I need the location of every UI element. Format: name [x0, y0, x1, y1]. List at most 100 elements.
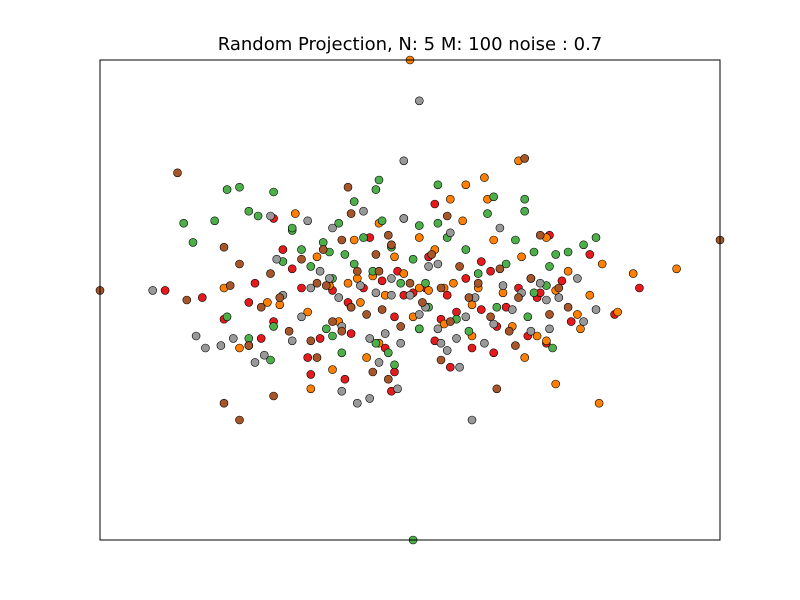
scatter-point-s2-p41 — [287, 223, 297, 233]
scatter-point-s3-p38 — [554, 293, 564, 302]
scatter-point-s2-p56 — [520, 194, 530, 204]
scatter-point-s3-p18 — [371, 288, 381, 298]
scatter-point-s3-p44 — [365, 394, 375, 403]
scatter-point-s4-p45 — [368, 367, 378, 377]
scatter-point-s2-p42 — [269, 322, 278, 331]
scatter-point-s4-p1 — [173, 168, 182, 178]
scatter-point-s4-p11 — [297, 254, 306, 264]
scatter-point-s0-p4 — [250, 278, 260, 288]
scatter-point-s2-p23 — [414, 221, 424, 230]
scatter-point-s2-p51 — [390, 360, 399, 370]
scatter-point-s4-p55 — [312, 353, 322, 362]
scatter-point-s1-p49 — [594, 398, 604, 408]
scatter-point-s4-p32 — [486, 312, 495, 322]
scatter-point-s0-p17 — [390, 312, 399, 322]
scatter-point-s4-p39 — [554, 283, 564, 293]
scatter-point-s1-p42 — [480, 173, 489, 182]
scatter-point-s4-p27 — [436, 283, 446, 293]
scatter-point-s1-p12 — [399, 269, 409, 278]
scatter-point-s2-p29 — [473, 269, 483, 278]
scatter-point-s3-p58 — [436, 338, 446, 348]
scatter-point-s3-p50 — [414, 96, 424, 106]
scatter-point-s1-p0 — [275, 300, 285, 310]
scatter-point-s4-p24 — [405, 278, 415, 288]
scatter-point-s2-p58 — [529, 288, 539, 298]
scatter-point-s0-p55 — [430, 199, 440, 209]
scatter-point-s3-p64 — [433, 259, 443, 269]
scatter-point-s4-p57 — [321, 281, 331, 290]
scatter-point-s0-p51 — [476, 257, 486, 266]
scatter-point-s2-p50 — [383, 348, 393, 358]
scatter-point-s4-p52 — [346, 209, 356, 218]
scatter-point-s1-p19 — [458, 216, 468, 226]
scatter-point-s0-p10 — [315, 334, 325, 343]
scatter-point-s3-p24 — [424, 262, 433, 271]
scatter-point-s0-p48 — [297, 283, 306, 293]
scatter-point-s3-p16 — [356, 281, 365, 290]
scatter-point-s0-p29 — [476, 305, 486, 314]
scatter-point-s4-p15 — [328, 317, 337, 326]
scatter-point-s0-p39 — [585, 250, 595, 259]
scatter-point-s2-p14 — [334, 218, 344, 228]
scatter-point-s2-p30 — [483, 209, 492, 218]
scatter-point-s3-p21 — [396, 338, 406, 348]
scatter-point-s3-p20 — [387, 274, 396, 283]
scatter-point-s4-p44 — [337, 326, 347, 336]
scatter-point-s3-p3 — [216, 341, 226, 350]
scatter-point-s2-p25 — [433, 180, 443, 190]
scatter-point-s1-p18 — [449, 278, 458, 288]
scatter-point-s2-p48 — [337, 348, 347, 358]
scatter-point-s3-p28 — [461, 312, 471, 322]
scatter-point-s0-p5 — [256, 334, 266, 343]
scatter-point-s0-p8 — [303, 353, 313, 362]
scatter-point-s4-p12 — [306, 336, 316, 346]
scatter-point-s4-p23 — [396, 322, 406, 331]
scatter-point-s4-p19 — [362, 310, 371, 319]
scatter-point-s1-p1 — [303, 307, 313, 317]
scatter-point-s2-p2 — [210, 216, 219, 226]
scatter-point-s3-p63 — [542, 295, 551, 305]
scatter-point-s2-p11 — [306, 262, 316, 271]
scatter-point-s0-p30 — [486, 266, 495, 276]
scatter-point-s1-p6 — [349, 235, 359, 245]
scatter-point-s1-p39 — [551, 379, 561, 389]
scatter-point-s4-p29 — [455, 262, 464, 271]
scatter-point-s2-p1 — [188, 238, 198, 247]
scatter-point-s2-p4 — [235, 182, 244, 192]
scatter-point-s4-p37 — [535, 230, 545, 240]
scatter-point-s0-p12 — [340, 374, 350, 384]
scatter-point-s3-p10 — [297, 312, 306, 322]
scatter-point-s4-p48 — [492, 384, 502, 394]
scatter-point-s4-p47 — [436, 355, 446, 365]
scatter-point-s1-p44 — [362, 353, 371, 362]
scatter-point-s3-p30 — [480, 338, 489, 348]
scatter-point-s0-p9 — [306, 370, 316, 379]
scatter-point-s0-p41 — [635, 283, 644, 293]
scatter-point-s3-p2 — [201, 343, 210, 353]
scatter-point-s2-p31 — [492, 302, 502, 312]
scatter-point-s2-p52 — [414, 324, 424, 334]
scatter-point-s4-p28 — [445, 317, 455, 326]
scatter-point-s4-p22 — [387, 240, 396, 250]
scatter-point-s2-p39 — [579, 240, 588, 250]
scatter-point-s4-p10 — [284, 326, 294, 336]
scatter-point-s2-p55 — [371, 185, 381, 194]
scatter-point-s4-p34 — [504, 326, 514, 336]
scatter-point-s4-p31 — [473, 278, 483, 288]
scatter-point-s4-p30 — [464, 293, 474, 302]
scatter-point-s3-p0 — [148, 286, 157, 295]
scatter-point-s1-p38 — [576, 324, 585, 334]
points-layer — [95, 55, 725, 545]
scatter-point-s2-p59 — [545, 262, 554, 271]
scatter-point-s4-p43 — [219, 398, 229, 408]
scatter-point-s3-p8 — [272, 254, 282, 264]
scatter-point-s2-p44 — [222, 312, 232, 322]
scatter-point-s0-p28 — [467, 343, 477, 353]
scatter-point-s2-p22 — [408, 254, 418, 264]
scatter-point-s2-p10 — [297, 245, 306, 254]
scatter-point-s3-p6 — [250, 358, 260, 367]
scatter-point-s1-p53 — [263, 298, 272, 307]
scatter-point-s3-p12 — [315, 266, 325, 276]
scatter-point-s0-p38 — [566, 317, 576, 326]
